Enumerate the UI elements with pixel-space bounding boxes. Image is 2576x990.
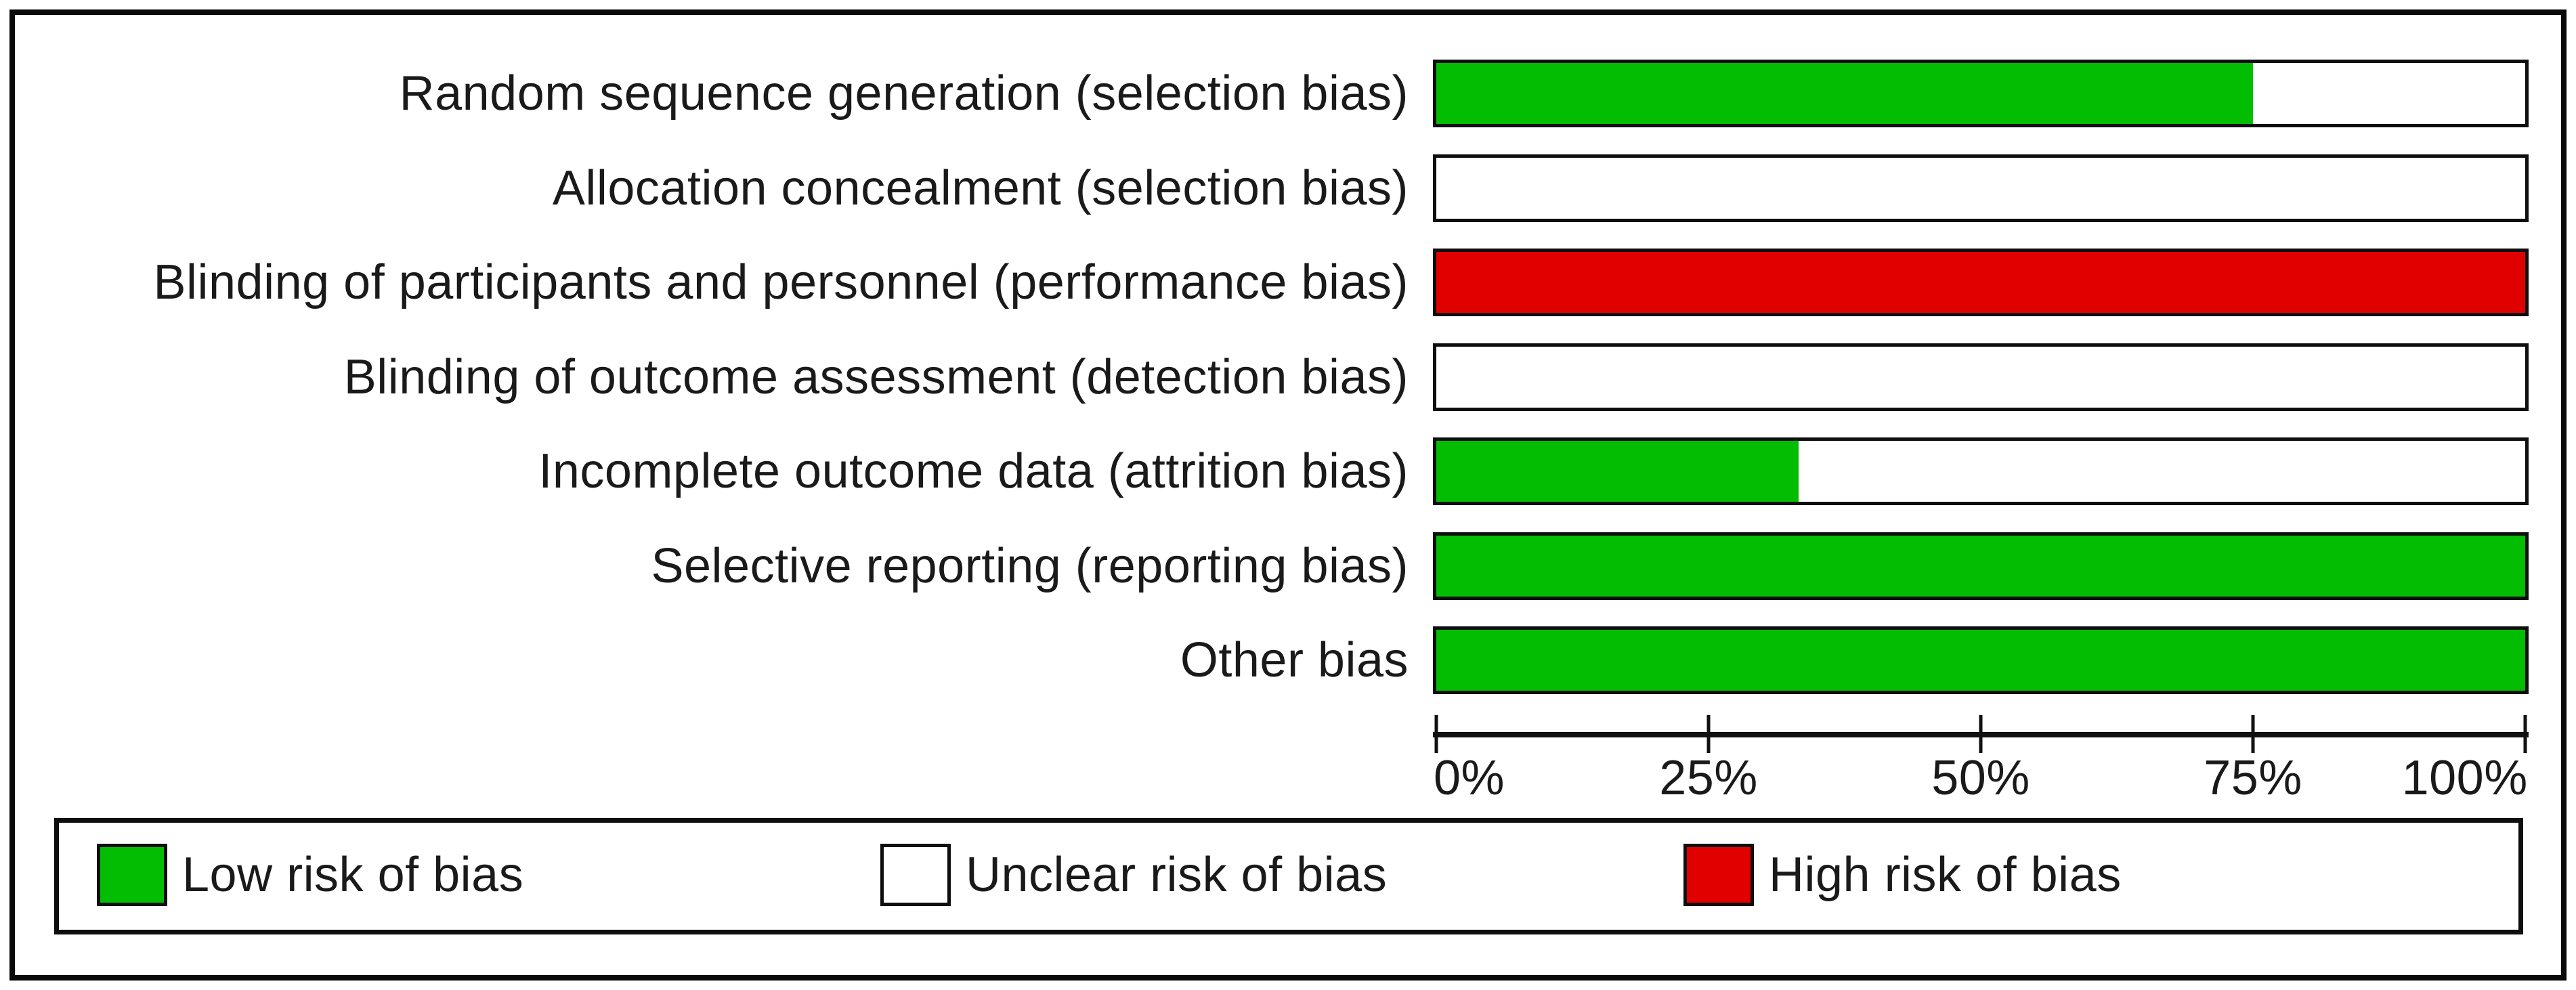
- category-label: Selective reporting (reporting bias): [651, 539, 1409, 593]
- legend: Low risk of bias Unclear risk of bias Hi…: [54, 818, 2523, 934]
- low-risk-swatch-icon: [97, 844, 167, 906]
- legend-entry-low: Low risk of bias: [97, 841, 523, 909]
- category-label: Random sequence generation (selection bi…: [399, 66, 1409, 121]
- chart-row: Incomplete outcome data (attrition bias): [0, 437, 2576, 505]
- legend-label: High risk of bias: [1769, 848, 2122, 902]
- chart-row: Selective reporting (reporting bias): [0, 532, 2576, 600]
- x-axis-tick: [1434, 715, 1438, 753]
- category-label: Blinding of participants and personnel (…: [153, 255, 1409, 309]
- x-axis-tick: [1706, 715, 1711, 753]
- x-axis-tick: [2251, 715, 2255, 753]
- x-axis-tick: [1979, 715, 1983, 753]
- x-axis-tick: [2523, 715, 2527, 753]
- stacked-bar: [1433, 532, 2529, 600]
- chart-row: Blinding of participants and personnel (…: [0, 249, 2576, 316]
- bar-segment-low: [1436, 630, 2525, 691]
- bar-segment-unclear: [1436, 158, 2525, 219]
- bar-segment-low: [1436, 536, 2525, 597]
- x-axis-tick-label: 75%: [2204, 751, 2302, 805]
- legend-label: Low risk of bias: [182, 848, 524, 902]
- category-label: Other bias: [1180, 633, 1409, 687]
- category-label: Incomplete outcome data (attrition bias): [538, 444, 1409, 498]
- x-axis-tick-label: 0%: [1434, 751, 1505, 805]
- category-label: Allocation concealment (selection bias): [552, 161, 1409, 215]
- chart-row: Random sequence generation (selection bi…: [0, 60, 2576, 127]
- legend-entry-unclear: Unclear risk of bias: [880, 841, 1387, 909]
- x-axis-labels: 0% 25% 50% 75% 100%: [1434, 750, 2528, 805]
- figure-border: [9, 9, 2567, 981]
- chart-row: Other bias: [0, 626, 2576, 694]
- stacked-bar: [1433, 60, 2529, 127]
- high-risk-swatch-icon: [1683, 844, 1754, 906]
- legend-entry-high: High risk of bias: [1683, 841, 2122, 909]
- x-axis-ticks: [1434, 715, 2527, 753]
- stacked-bar: [1433, 343, 2529, 411]
- stacked-bar: [1433, 249, 2529, 316]
- bar-segment-unclear: [1799, 441, 2525, 502]
- bar-segment-unclear: [1436, 347, 2525, 408]
- bar-segment-low: [1436, 63, 2253, 124]
- legend-label: Unclear risk of bias: [966, 848, 1388, 902]
- stacked-bar: [1433, 437, 2529, 505]
- bar-segment-high: [1436, 252, 2525, 313]
- chart-row: Blinding of outcome assessment (detectio…: [0, 343, 2576, 411]
- bar-segment-low: [1436, 441, 1799, 502]
- chart-row: Allocation concealment (selection bias): [0, 154, 2576, 222]
- category-label: Blinding of outcome assessment (detectio…: [343, 350, 1409, 404]
- unclear-risk-swatch-icon: [880, 844, 951, 906]
- bar-segment-unclear: [2253, 63, 2525, 124]
- stacked-bar: [1433, 154, 2529, 222]
- x-axis-tick-label: 50%: [1931, 751, 2030, 805]
- x-axis-tick-label: 25%: [1659, 751, 1758, 805]
- stacked-bar: [1433, 626, 2529, 694]
- x-axis-tick-label: 100%: [2401, 751, 2528, 805]
